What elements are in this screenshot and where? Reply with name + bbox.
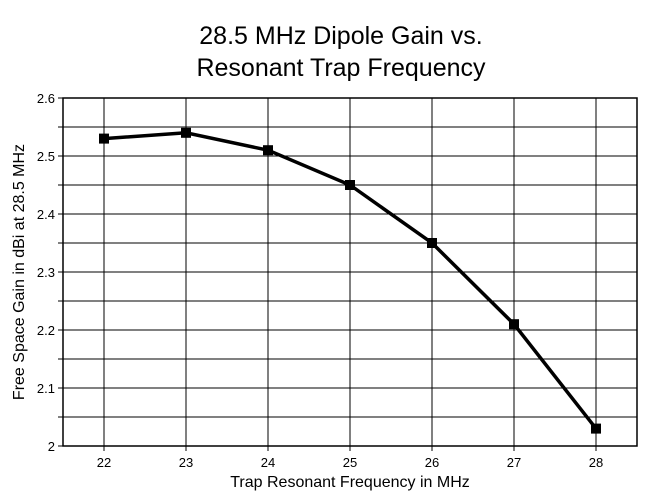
data-point-marker xyxy=(591,423,601,434)
data-point-marker xyxy=(99,133,109,144)
x-tick-label: 24 xyxy=(261,455,275,470)
y-tick-label: 2 xyxy=(48,439,55,454)
data-point-marker xyxy=(263,145,273,156)
y-axis-label: Free Space Gain in dBi at 28.5 MHz xyxy=(11,144,28,400)
x-tick-label: 27 xyxy=(507,455,521,470)
chart-title-line-2: Resonant Trap Frequency xyxy=(196,54,486,82)
y-tick-label: 2.2 xyxy=(37,323,55,338)
data-point-marker xyxy=(509,319,519,330)
data-point-marker xyxy=(427,238,437,248)
chart-title-line-1: 28.5 MHz Dipole Gain vs. xyxy=(199,22,482,50)
x-tick-label: 22 xyxy=(97,455,111,470)
x-tick-label: 23 xyxy=(179,455,193,470)
y-tick-label: 2.1 xyxy=(37,381,55,396)
x-tick-label: 25 xyxy=(343,455,357,470)
data-point-marker xyxy=(181,127,191,138)
x-tick-label: 26 xyxy=(425,455,439,470)
y-tick-label: 2.6 xyxy=(37,91,55,106)
y-tick-label: 2.5 xyxy=(37,149,55,164)
y-tick-label: 2.3 xyxy=(37,265,55,280)
x-tick-label: 28 xyxy=(589,455,603,470)
x-axis-label: Trap Resonant Frequency in MHz xyxy=(230,474,470,491)
y-tick-label: 2.4 xyxy=(37,207,55,222)
data-point-marker xyxy=(345,180,355,190)
